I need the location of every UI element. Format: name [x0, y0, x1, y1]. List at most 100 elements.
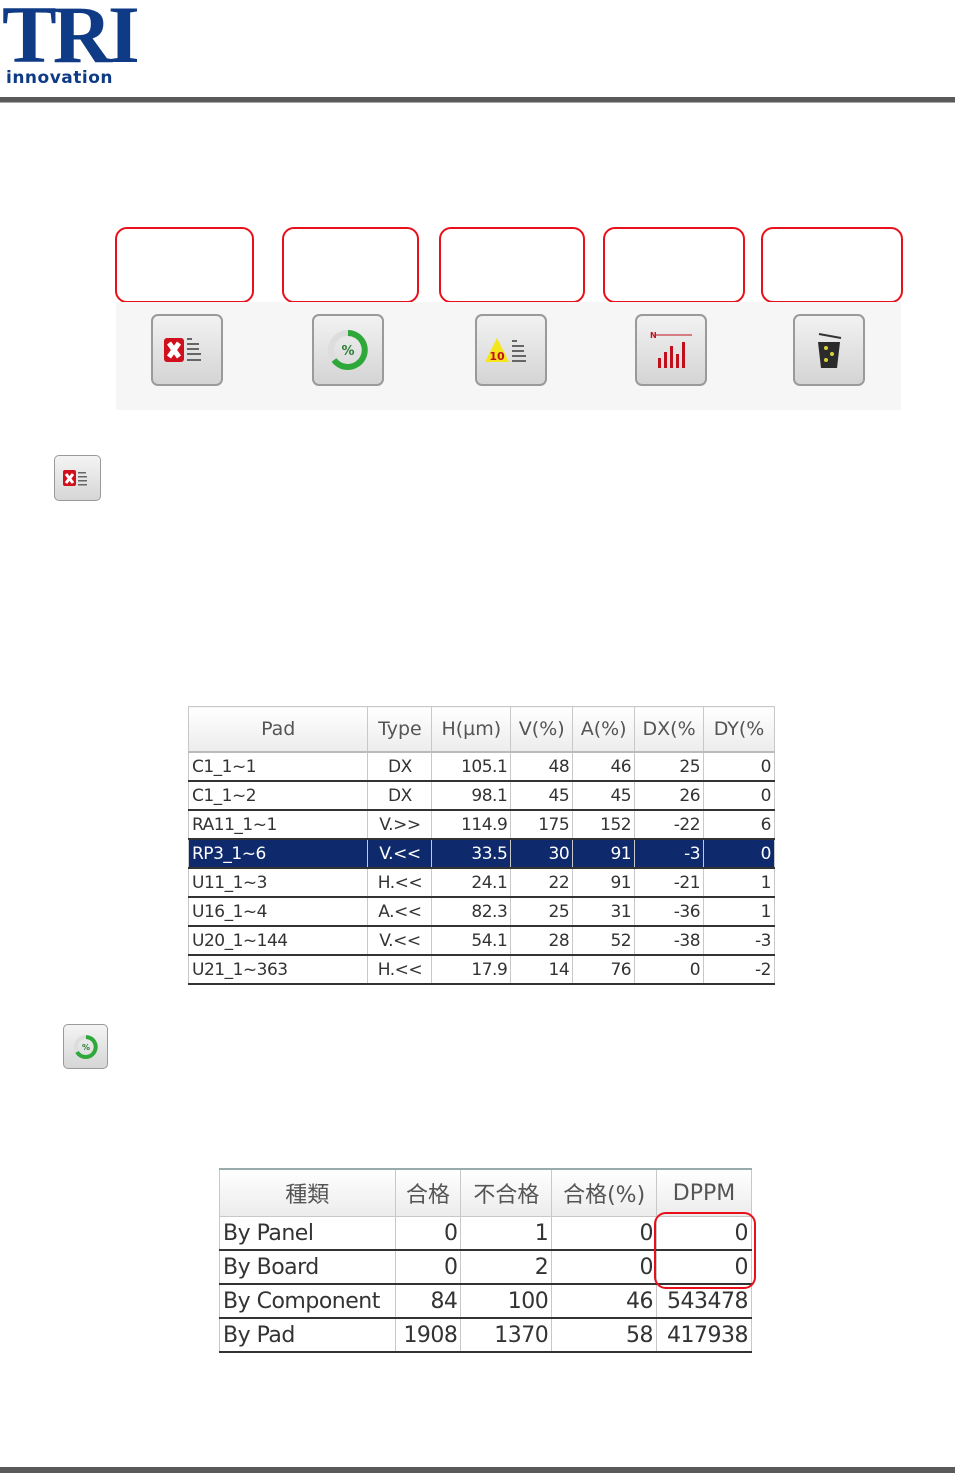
- footer-divider: [0, 1467, 955, 1473]
- table-cell: -2: [703, 955, 775, 985]
- table-row[interactable]: C1_1~1 DX 105.1 48 46 25 0: [187, 752, 775, 782]
- pad-defect-table: Pad Type H(µm) V(%) A(%) DX(% DY(% C1_1~…: [187, 706, 775, 985]
- table-cell: 105.1: [431, 752, 512, 782]
- table-cell: 22: [510, 868, 574, 898]
- table-header-row: 種類 合格 不合格 合格(%) DPPM: [219, 1168, 752, 1217]
- table-cell: 28: [510, 926, 574, 956]
- table-cell: 46: [551, 1284, 658, 1319]
- yield-percent-icon: %: [328, 330, 368, 370]
- table-row[interactable]: U20_1~144 V.<< 54.1 28 52 -38 -3: [187, 926, 775, 956]
- defect-list-button-small[interactable]: [54, 455, 101, 501]
- table-row[interactable]: RP3_1~6 V.<< 33.5 30 91 -3 0: [187, 839, 775, 869]
- svg-text:10: 10: [489, 350, 505, 363]
- chart-icon: N: [650, 331, 692, 368]
- column-header[interactable]: 合格(%): [551, 1168, 658, 1217]
- table-cell: 0: [703, 781, 775, 811]
- column-header[interactable]: 合格: [394, 1168, 462, 1217]
- table-cell: 152: [572, 810, 636, 840]
- yield-percent-icon: %: [73, 1034, 98, 1059]
- table-cell: -36: [634, 897, 705, 927]
- chart-button[interactable]: N: [635, 314, 707, 386]
- column-header[interactable]: DPPM: [656, 1168, 752, 1217]
- table-cell: 0: [656, 1250, 752, 1285]
- yield-summary-table: 種類 合格 不合格 合格(%) DPPM By Panel 0 1 0 0 By Boar…: [219, 1168, 752, 1353]
- table-cell: 84: [395, 1284, 462, 1319]
- table-cell: V.<<: [367, 839, 433, 869]
- trash-icon: [818, 333, 842, 368]
- table-row[interactable]: U16_1~4 A.<< 82.3 25 31 -36 1: [187, 897, 775, 927]
- table-cell: 46: [572, 752, 636, 782]
- table-cell: H.<<: [367, 955, 433, 985]
- table-cell: U16_1~4: [187, 897, 369, 927]
- callout-box-3: [439, 227, 585, 303]
- yield-button-small[interactable]: %: [63, 1024, 108, 1069]
- table-row[interactable]: By Component 84 100 46 543478: [219, 1284, 752, 1319]
- table-cell: V.>>: [367, 810, 433, 840]
- defect-list-icon: [164, 338, 201, 362]
- top10-icon: 10: [485, 338, 526, 363]
- table-cell: 30: [510, 839, 574, 869]
- table-cell: -38: [634, 926, 705, 956]
- column-header[interactable]: Type: [367, 706, 433, 753]
- table-cell: 0: [395, 1250, 462, 1285]
- table-cell: -3: [634, 839, 705, 869]
- table-cell: 52: [572, 926, 636, 956]
- table-cell: 0: [703, 752, 775, 782]
- table-cell: C1_1~2: [187, 781, 369, 811]
- table-cell: 82.3: [431, 897, 512, 927]
- column-header[interactable]: 不合格: [460, 1168, 553, 1217]
- table-cell: 6: [703, 810, 775, 840]
- table-cell: 0: [395, 1216, 462, 1251]
- table-cell: A.<<: [367, 897, 433, 927]
- table-row[interactable]: RA11_1~1 V.>> 114.9 175 152 -22 6: [187, 810, 775, 840]
- svg-text:%: %: [341, 344, 354, 359]
- table-cell: 175: [510, 810, 574, 840]
- table-cell: 1: [703, 897, 775, 927]
- table-cell: DX: [367, 781, 433, 811]
- callout-box-1: [115, 227, 254, 303]
- column-header[interactable]: V(%): [510, 706, 574, 753]
- logo: TRI: [2, 0, 140, 80]
- table-cell: V.<<: [367, 926, 433, 956]
- table-cell: 25: [510, 897, 574, 927]
- table-row[interactable]: C1_1~2 DX 98.1 45 45 26 0: [187, 781, 775, 811]
- table-row[interactable]: By Board 0 2 0 0: [219, 1250, 752, 1285]
- table-cell: U21_1~363: [187, 955, 369, 985]
- table-cell: By Component: [219, 1284, 396, 1319]
- table-cell: 2: [460, 1250, 553, 1285]
- table-row[interactable]: By Pad 1908 1370 58 417938: [219, 1318, 752, 1353]
- defect-list-button[interactable]: [151, 314, 223, 386]
- svg-text:%: %: [81, 1043, 89, 1052]
- table-cell: 33.5: [431, 839, 512, 869]
- column-header[interactable]: Pad: [187, 706, 369, 753]
- column-header[interactable]: DX(%: [634, 706, 705, 753]
- table-cell: 1370: [460, 1318, 553, 1353]
- top10-button[interactable]: 10: [475, 314, 547, 386]
- table-cell: 25: [634, 752, 705, 782]
- table-cell: U20_1~144: [187, 926, 369, 956]
- table-row[interactable]: By Panel 0 1 0 0: [219, 1216, 752, 1251]
- table-cell: By Board: [219, 1250, 396, 1285]
- table-cell: 98.1: [431, 781, 512, 811]
- column-header[interactable]: DY(%: [703, 706, 775, 753]
- table-cell: 45: [572, 781, 636, 811]
- delete-button[interactable]: [793, 314, 865, 386]
- table-cell: By Pad: [219, 1318, 396, 1353]
- table-cell: 24.1: [431, 868, 512, 898]
- callout-box-2: [282, 227, 419, 303]
- yield-button[interactable]: %: [312, 314, 384, 386]
- table-cell: 58: [551, 1318, 658, 1353]
- table-cell: 31: [572, 897, 636, 927]
- table-cell: 0: [703, 839, 775, 869]
- table-cell: -22: [634, 810, 705, 840]
- table-cell: 45: [510, 781, 574, 811]
- column-header[interactable]: A(%): [572, 706, 636, 753]
- table-row[interactable]: U21_1~363 H.<< 17.9 14 76 0 -2: [187, 955, 775, 985]
- column-header[interactable]: H(µm): [431, 706, 512, 753]
- column-header[interactable]: 種類: [219, 1168, 396, 1217]
- table-cell: 0: [656, 1216, 752, 1251]
- table-row[interactable]: U11_1~3 H.<< 24.1 22 91 -21 1: [187, 868, 775, 898]
- table-cell: DX: [367, 752, 433, 782]
- dppm-highlight-box: [654, 1212, 756, 1289]
- table-cell: 26: [634, 781, 705, 811]
